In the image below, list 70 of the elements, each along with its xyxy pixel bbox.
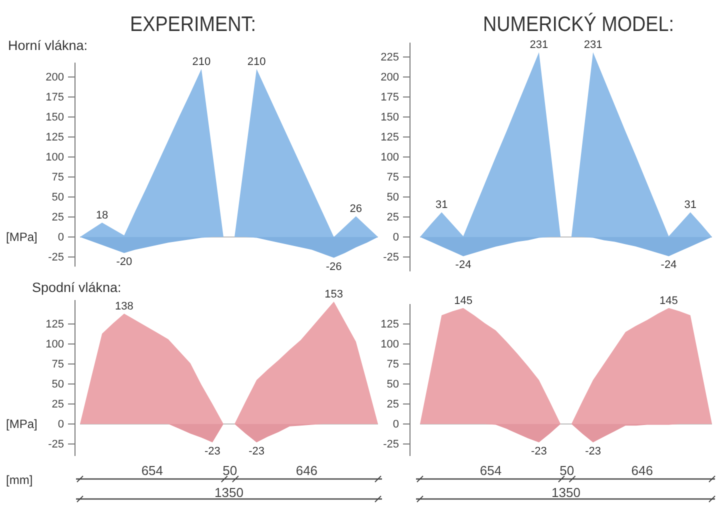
data-label: 18 [96,210,108,222]
y-tick-label: 50 [52,192,64,204]
data-label: -23 [204,445,220,458]
data-label: 31 [436,199,448,212]
data-label: 231 [584,39,602,52]
y-tick-label: 25 [52,398,64,411]
y-tick-label: 0 [58,232,64,244]
data-label: -23 [531,445,547,458]
y-tick-label: 0 [392,232,399,244]
data-label: 145 [454,295,472,307]
data-label: 210 [247,56,266,68]
x-axis-title: [mm] [6,473,33,487]
y-tick-label: 50 [52,378,64,391]
y-tick-label: 200 [46,72,64,84]
data-label: -23 [585,445,601,458]
y-tick-label: 75 [52,172,64,184]
y-tick-label: 0 [58,418,64,431]
data-label: 210 [192,56,211,68]
y-tick-label: 200 [380,72,399,84]
data-label: 138 [114,300,134,313]
y-tick-label: -25 [48,438,64,451]
y-tick-label: 100 [380,338,399,351]
chart-title: EXPERIMENT: [130,13,256,36]
text: 50 [560,463,574,478]
text: 1350 [552,485,580,500]
text: 50 [222,463,238,478]
text: 646 [631,463,653,478]
y-tick-label: -25 [383,438,399,451]
data-label: -23 [248,445,265,458]
chart-title: NUMERICKÝ MODEL: [483,12,674,36]
data-label: 145 [660,295,678,307]
text: 654 [141,463,164,478]
y-tick-label: 75 [52,358,64,371]
y-tick-label: 150 [380,112,399,124]
chart-subtitle: Spodní vlákna: [32,280,122,295]
chart-subtitle: Horní vlákna: [8,38,88,53]
y-tick-label: 75 [386,172,399,184]
data-label: -24 [455,259,472,272]
data-label: 153 [324,288,344,301]
y-tick-label: 225 [380,52,399,64]
text: 646 [296,463,318,478]
y-tick-label: 100 [46,152,64,164]
y-tick-label: 150 [46,112,64,124]
y-tick-label: 125 [46,318,64,331]
y-tick-label: -25 [48,252,64,264]
data-label: 231 [530,39,548,52]
data-label: -20 [116,256,132,268]
y-axis-title: [MPa] [6,417,38,431]
y-tick-label: 25 [52,212,64,224]
y-tick-label: 100 [46,338,64,351]
text: 654 [480,463,502,478]
data-label: 26 [350,203,362,216]
y-tick-label: -25 [383,252,399,264]
data-label: -24 [660,259,677,272]
data-label: 31 [684,199,696,212]
y-tick-label: 25 [386,398,399,411]
data-label: -26 [326,260,342,273]
y-tick-label: 50 [386,378,399,391]
text: 1350 [214,485,244,500]
y-tick-label: 100 [380,152,399,164]
y-tick-label: 125 [46,132,64,144]
y-tick-label: 0 [392,418,399,431]
y-tick-label: 50 [386,192,399,204]
y-tick-label: 175 [380,92,399,104]
y-tick-label: 125 [380,318,399,331]
y-tick-label: 25 [386,212,399,224]
y-tick-label: 175 [46,92,64,104]
y-tick-label: 125 [380,132,399,144]
y-axis-title: [MPa] [6,230,38,244]
y-tick-label: 75 [386,358,399,371]
